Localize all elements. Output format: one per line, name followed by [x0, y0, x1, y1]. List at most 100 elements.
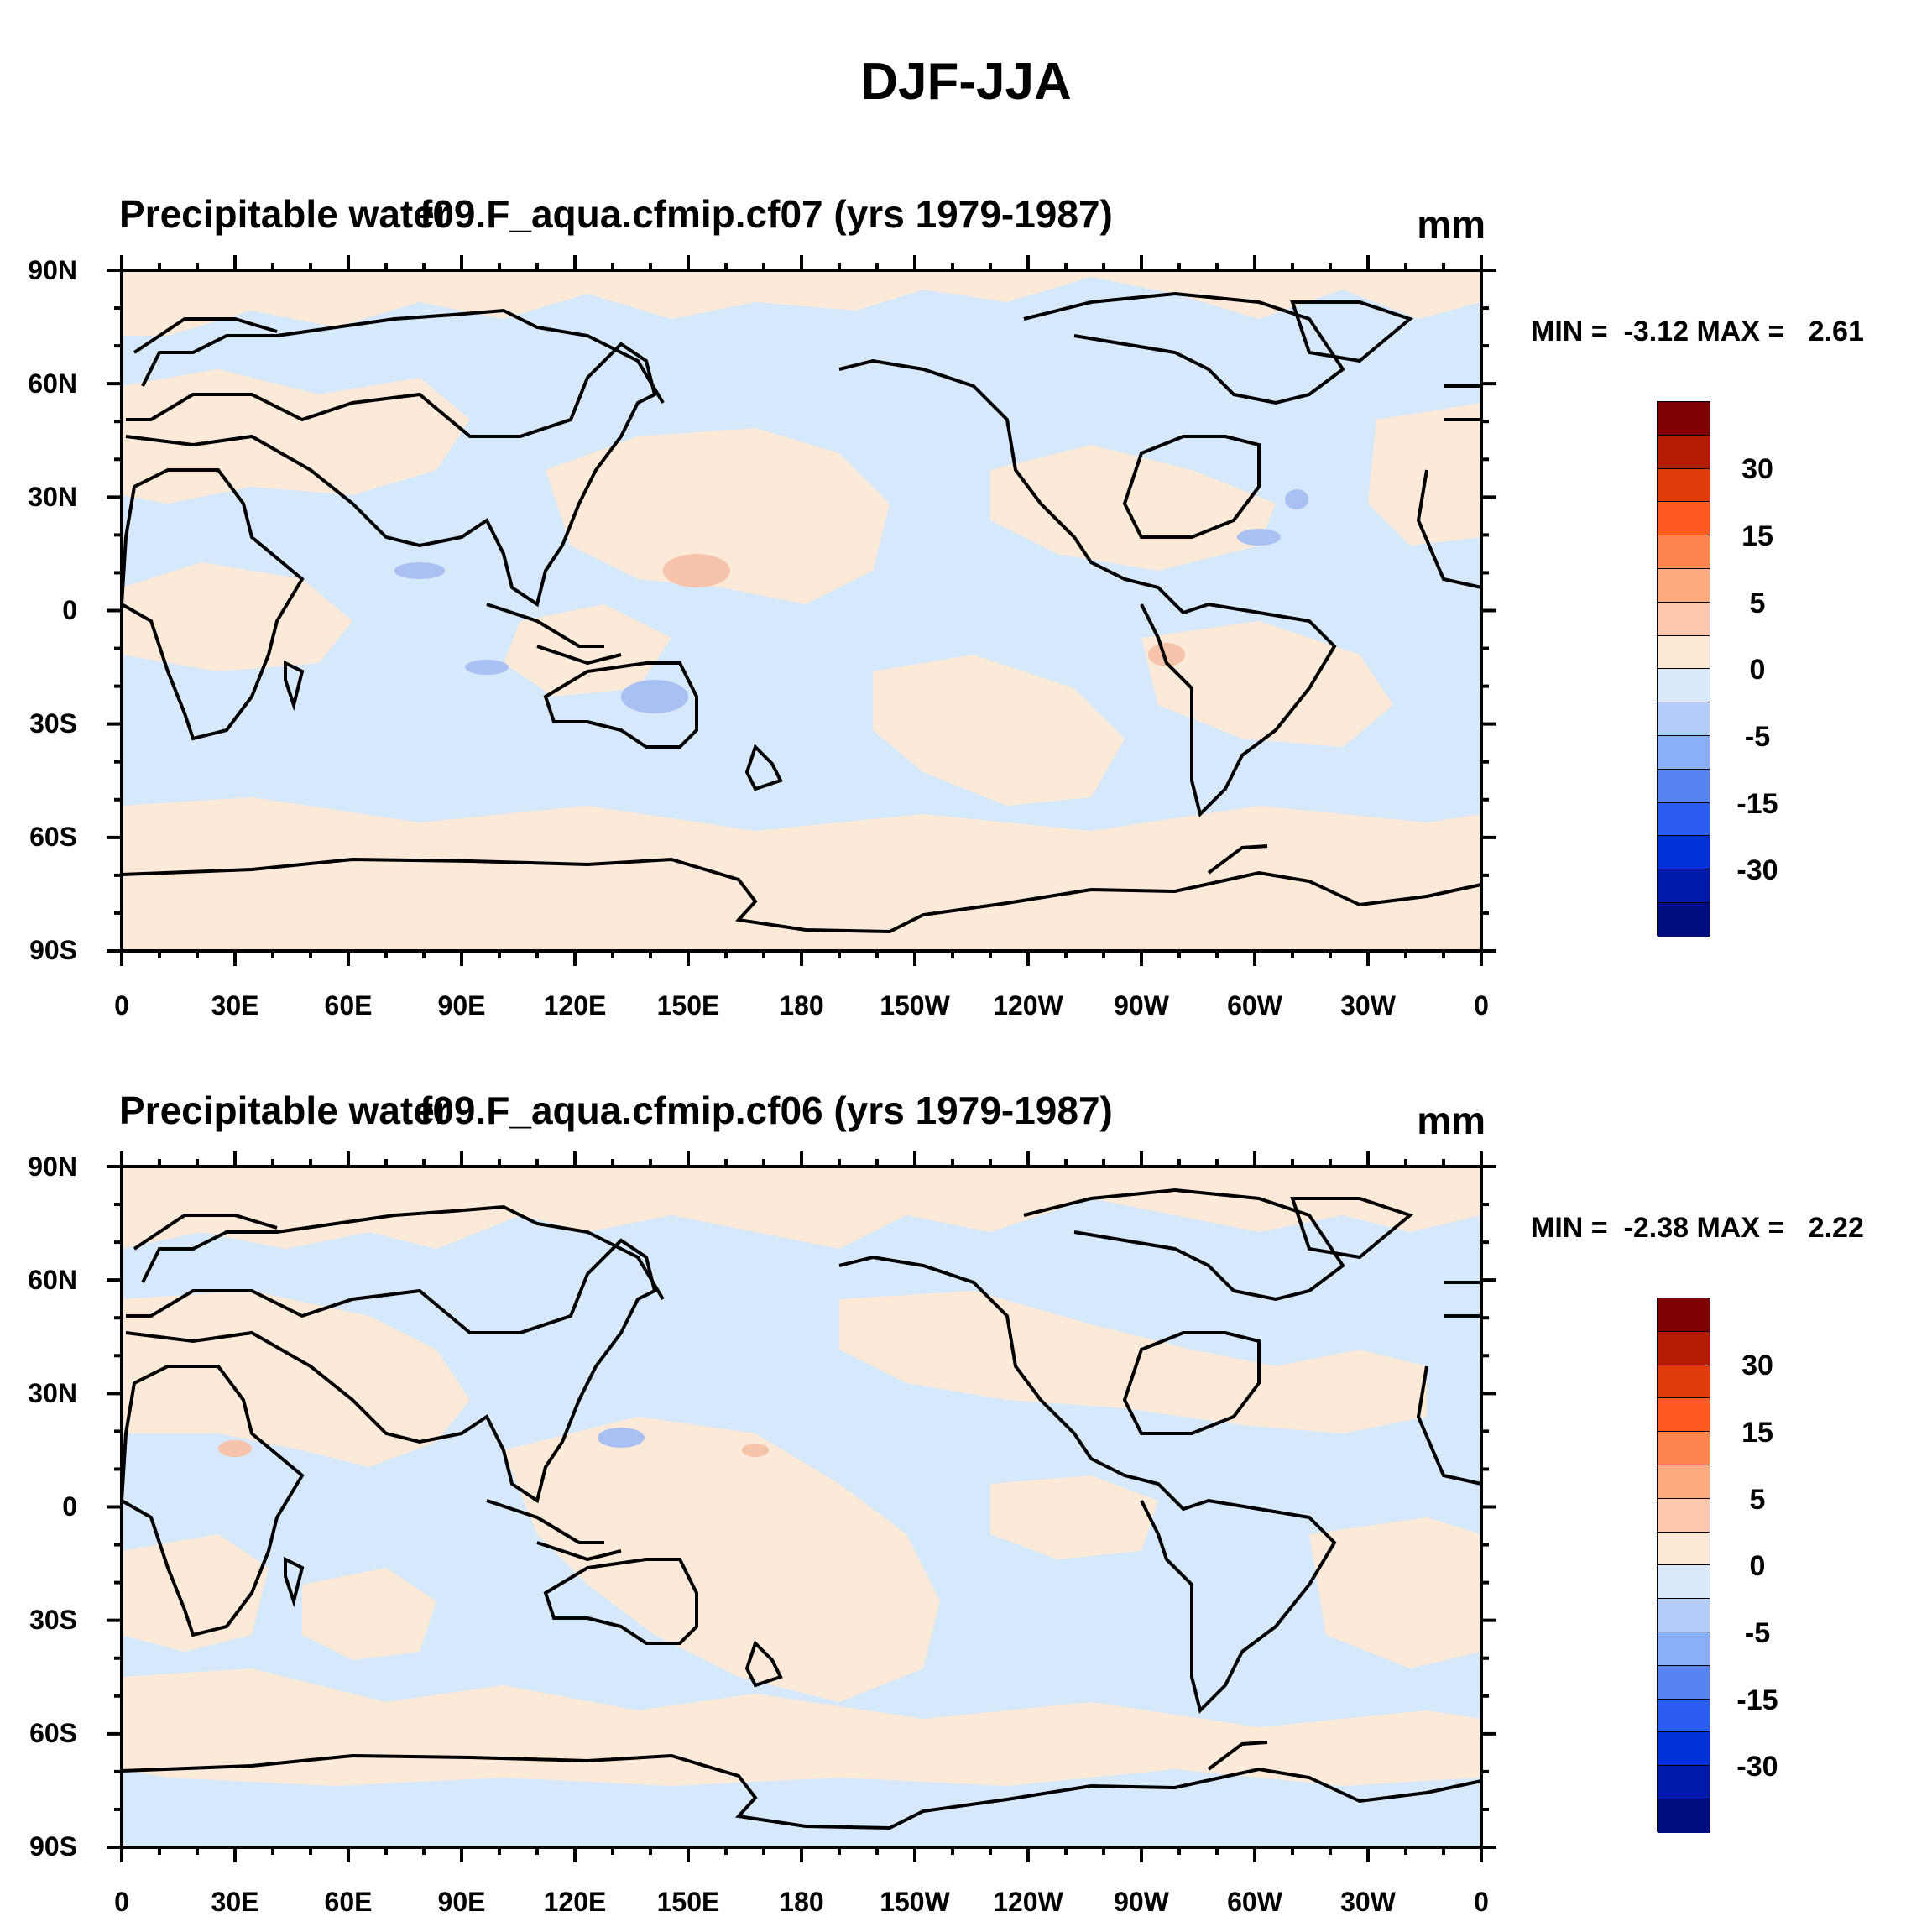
colorbar-segment	[1658, 1498, 1710, 1533]
colorbar-segment	[1658, 1365, 1710, 1399]
colorbar-label: -5	[1744, 721, 1771, 753]
colorbar-segment	[1658, 735, 1710, 770]
x-tick-label: 120E	[543, 1887, 607, 1917]
colorbar-label: 15	[1741, 1417, 1773, 1449]
axis-ticks	[107, 1151, 1496, 1862]
colorbar-label: 15	[1741, 520, 1773, 552]
colorbar-label: -15	[1736, 788, 1778, 820]
x-tick-label: 60W	[1227, 1887, 1282, 1917]
x-tick-label: 30W	[1340, 990, 1396, 1021]
colorbar-segment	[1658, 1298, 1710, 1332]
colorbar	[1657, 401, 1710, 937]
panel-title-case: f09.F_aqua.cfmip.cf06 (yrs 1979-1987)	[420, 1089, 1113, 1132]
strong-anomalies	[394, 489, 1308, 713]
x-tick-label: 150W	[880, 1887, 950, 1917]
colorbar-segment	[1658, 568, 1710, 603]
y-tick-label: 30S	[29, 708, 77, 739]
positive-regions	[122, 270, 1481, 951]
panel-title-left: Precipitable water	[119, 192, 450, 236]
panel-units: mm	[1417, 1099, 1486, 1142]
colorbar-segment	[1658, 1565, 1710, 1600]
y-tick-label: 60N	[28, 1265, 77, 1295]
x-tick-label: 90E	[437, 1887, 486, 1917]
colorbar-segment	[1658, 669, 1710, 703]
x-tick-label: 150W	[880, 990, 950, 1021]
colorbar-label: -30	[1736, 854, 1778, 886]
colorbar-segment	[1658, 435, 1710, 469]
x-tick-label: 180	[779, 990, 824, 1021]
colorbar-segment	[1658, 1398, 1710, 1433]
y-tick-label: 60S	[29, 822, 77, 852]
x-tick-label: 30E	[211, 1887, 259, 1917]
colorbar-segment	[1658, 1632, 1710, 1666]
x-tick-label: 0	[114, 990, 129, 1021]
colorbar-segment	[1658, 602, 1710, 636]
x-tick-label: 60W	[1227, 990, 1282, 1021]
colorbar-segment	[1658, 1699, 1710, 1733]
y-tick-label: 0	[62, 1491, 77, 1522]
panel-cf07: Precipitable water f09.F_aqua.cfmip.cf07…	[0, 0, 1932, 1021]
colorbar-segment	[1658, 802, 1710, 837]
strong-anomalies	[218, 1428, 769, 1457]
colorbar-segment	[1658, 1799, 1710, 1833]
colorbar-segment	[1658, 702, 1710, 736]
panel-title-case: f09.F_aqua.cfmip.cf07 (yrs 1979-1987)	[420, 192, 1113, 236]
colorbar-label: -5	[1744, 1617, 1771, 1649]
x-tick-label: 0	[114, 1887, 129, 1917]
colorbar-segment	[1658, 836, 1710, 870]
x-tick-label: 60E	[324, 1887, 373, 1917]
x-tick-label: 30E	[211, 990, 259, 1021]
y-tick-label: 60N	[28, 368, 77, 399]
colorbar-segment	[1658, 902, 1710, 937]
colorbar-segment	[1658, 535, 1710, 569]
colorbar-segment	[1658, 1766, 1710, 1799]
colorbar-label: 0	[1749, 654, 1766, 686]
y-tick-label: 90N	[28, 1151, 77, 1182]
colorbar-segment	[1658, 1732, 1710, 1767]
panel-cf06: Precipitable water f09.F_aqua.cfmip.cf06…	[0, 896, 1932, 1917]
colorbar-label: 5	[1749, 1484, 1766, 1516]
y-tick-label: 90S	[29, 1831, 77, 1862]
colorbar-label: -30	[1736, 1751, 1778, 1783]
colorbar-segment	[1658, 402, 1710, 436]
x-tick-label: 120W	[993, 1887, 1063, 1917]
x-tick-label: 120W	[993, 990, 1063, 1021]
x-tick-label: 90W	[1114, 990, 1169, 1021]
x-tick-label: 0	[1474, 990, 1489, 1021]
map-plot	[107, 1151, 1496, 1862]
colorbar-segment	[1658, 1331, 1710, 1365]
colorbar-segment	[1658, 1665, 1710, 1700]
y-tick-label: 30S	[29, 1605, 77, 1635]
x-tick-label: 90E	[437, 990, 486, 1021]
figure-title: DJF-JJA	[860, 53, 1072, 111]
x-tick-label: 0	[1474, 1887, 1489, 1917]
y-tick-label: 30N	[28, 482, 77, 512]
axis-ticks	[107, 255, 1496, 966]
colorbar	[1657, 1298, 1710, 1833]
colorbar-label: 0	[1749, 1550, 1766, 1582]
x-tick-label: 30W	[1340, 1887, 1396, 1917]
colorbar-segment	[1658, 1532, 1710, 1566]
colorbar-label: 5	[1749, 587, 1766, 619]
panel-title-left: Precipitable water	[119, 1089, 450, 1132]
colorbar-segment	[1658, 1465, 1710, 1499]
y-tick-label: 0	[62, 595, 77, 625]
y-tick-label: 30N	[28, 1378, 77, 1408]
colorbar-segment	[1658, 468, 1710, 503]
min-max-stats: MIN = -2.38 MAX = 2.22	[1531, 1212, 1864, 1244]
coastlines	[120, 1188, 1482, 1830]
coastlines	[120, 291, 1482, 934]
colorbar-segment	[1658, 769, 1710, 803]
x-tick-label: 150E	[656, 1887, 720, 1917]
panel-units: mm	[1417, 202, 1486, 246]
y-tick-label: 90S	[29, 935, 77, 965]
colorbar-segment	[1658, 1432, 1710, 1465]
colorbar-segment	[1658, 635, 1710, 670]
x-tick-label: 90W	[1114, 1887, 1169, 1917]
x-tick-label: 180	[779, 1887, 824, 1917]
colorbar-segment	[1658, 502, 1710, 536]
colorbar-label: -15	[1736, 1684, 1778, 1716]
map-plot	[107, 255, 1496, 966]
colorbar-segment	[1658, 1599, 1710, 1632]
x-tick-label: 60E	[324, 990, 373, 1021]
